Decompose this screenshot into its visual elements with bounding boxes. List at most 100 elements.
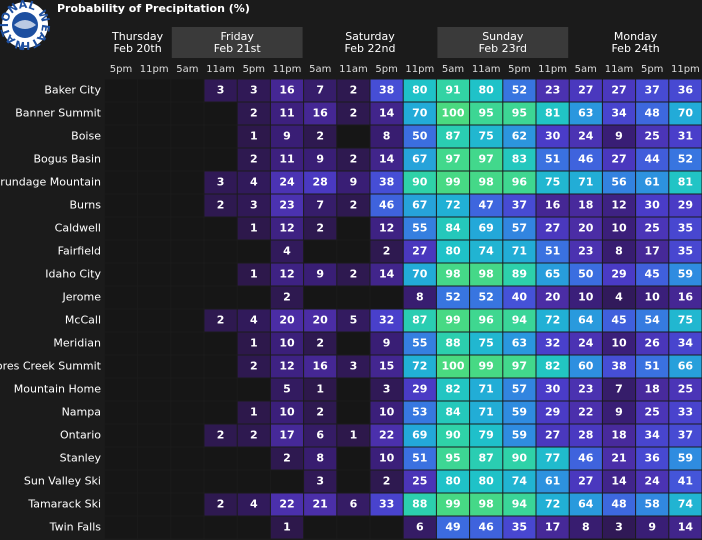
cell-value: 59 — [512, 429, 527, 442]
cell — [602, 332, 636, 355]
cell-value: 75 — [545, 176, 560, 189]
cell-value: 25 — [678, 383, 693, 396]
empty-cell — [237, 286, 270, 309]
cell — [669, 79, 702, 102]
cell — [636, 470, 669, 493]
cell-value: 34 — [611, 107, 627, 120]
cell — [436, 148, 470, 171]
cell — [370, 194, 403, 217]
cell — [602, 171, 636, 194]
row-label: Banner Summit — [15, 107, 101, 120]
cell-value: 62 — [512, 130, 527, 143]
cell-value: 70 — [412, 268, 428, 281]
cell — [503, 447, 536, 470]
cell — [403, 194, 436, 217]
empty-cell — [104, 102, 138, 125]
cell-value: 1 — [250, 337, 258, 350]
cell — [270, 401, 304, 424]
cell-value: 74 — [678, 498, 694, 511]
cell-value: 22 — [279, 498, 294, 511]
cell-value: 23 — [545, 84, 560, 97]
cell — [536, 401, 569, 424]
cell-value: 2 — [217, 199, 225, 212]
cell-value: 90 — [412, 176, 428, 189]
cell-value: 9 — [383, 337, 391, 350]
row-label: Nampa — [62, 406, 101, 419]
cell — [270, 447, 304, 470]
cell — [602, 424, 636, 447]
cell-value: 4 — [283, 245, 291, 258]
cell — [669, 125, 702, 148]
row-label: Brundage Mountain — [0, 176, 101, 189]
cell-value: 96 — [479, 314, 495, 327]
cell-value: 82 — [445, 383, 460, 396]
empty-cell — [337, 217, 370, 240]
empty-cell — [171, 309, 204, 332]
cell — [436, 378, 470, 401]
cell-value: 28 — [313, 176, 328, 189]
cell-value: 8 — [615, 245, 623, 258]
cell-value: 69 — [412, 429, 427, 442]
cell-value: 16 — [545, 199, 561, 212]
time-label: 11am — [472, 64, 501, 75]
cell-value: 20 — [313, 314, 329, 327]
cell — [669, 148, 702, 171]
cell-value: 72 — [545, 498, 560, 511]
cell — [536, 240, 569, 263]
row-label: Mountain Home — [14, 383, 101, 396]
cell — [536, 493, 569, 516]
cell — [237, 102, 270, 125]
cell — [636, 401, 669, 424]
cell — [237, 217, 270, 240]
cell-value: 44 — [645, 153, 661, 166]
empty-cell — [104, 470, 138, 493]
cell-value: 27 — [578, 475, 593, 488]
cell-value: 87 — [412, 314, 427, 327]
cell-value: 74 — [512, 475, 528, 488]
cell — [270, 171, 304, 194]
cell-value: 21 — [611, 452, 626, 465]
cell-value: 2 — [383, 475, 391, 488]
cell — [669, 171, 702, 194]
day-name: Thursday — [111, 30, 164, 43]
time-label: 5pm — [375, 64, 397, 75]
cell — [669, 424, 702, 447]
cell-value: 12 — [279, 360, 294, 373]
cell — [304, 263, 337, 286]
cell — [569, 125, 602, 148]
empty-cell — [237, 240, 270, 263]
cell-value: 79 — [479, 429, 494, 442]
cell — [337, 79, 370, 102]
cell — [436, 424, 470, 447]
cell — [237, 194, 270, 217]
cell-value: 1 — [316, 383, 324, 396]
cell — [636, 240, 669, 263]
time-label: 11pm — [140, 64, 169, 75]
cell-value: 94 — [512, 314, 528, 327]
cell — [403, 493, 436, 516]
day-name: Saturday — [345, 30, 395, 43]
cell-value: 72 — [445, 199, 460, 212]
cell-value: 1 — [250, 268, 258, 281]
cell-value: 60 — [578, 360, 594, 373]
cell — [337, 493, 370, 516]
cell-value: 40 — [512, 291, 528, 304]
cell-value: 72 — [545, 314, 560, 327]
cell — [436, 516, 470, 539]
cell-value: 32 — [379, 314, 394, 327]
cell — [270, 240, 304, 263]
cell-value: 50 — [412, 130, 428, 143]
empty-cell — [337, 401, 370, 424]
cell-value: 14 — [379, 268, 395, 281]
cell-value: 10 — [379, 406, 395, 419]
empty-cell — [104, 194, 138, 217]
cell-value: 94 — [512, 498, 528, 511]
cell — [602, 286, 636, 309]
row-label: Sun Valley Ski — [24, 475, 101, 488]
empty-cell — [138, 102, 171, 125]
empty-cell — [138, 217, 171, 240]
cell — [636, 424, 669, 447]
cell-value: 51 — [645, 360, 660, 373]
cell-value: 66 — [678, 360, 694, 373]
cell-value: 9 — [316, 268, 324, 281]
